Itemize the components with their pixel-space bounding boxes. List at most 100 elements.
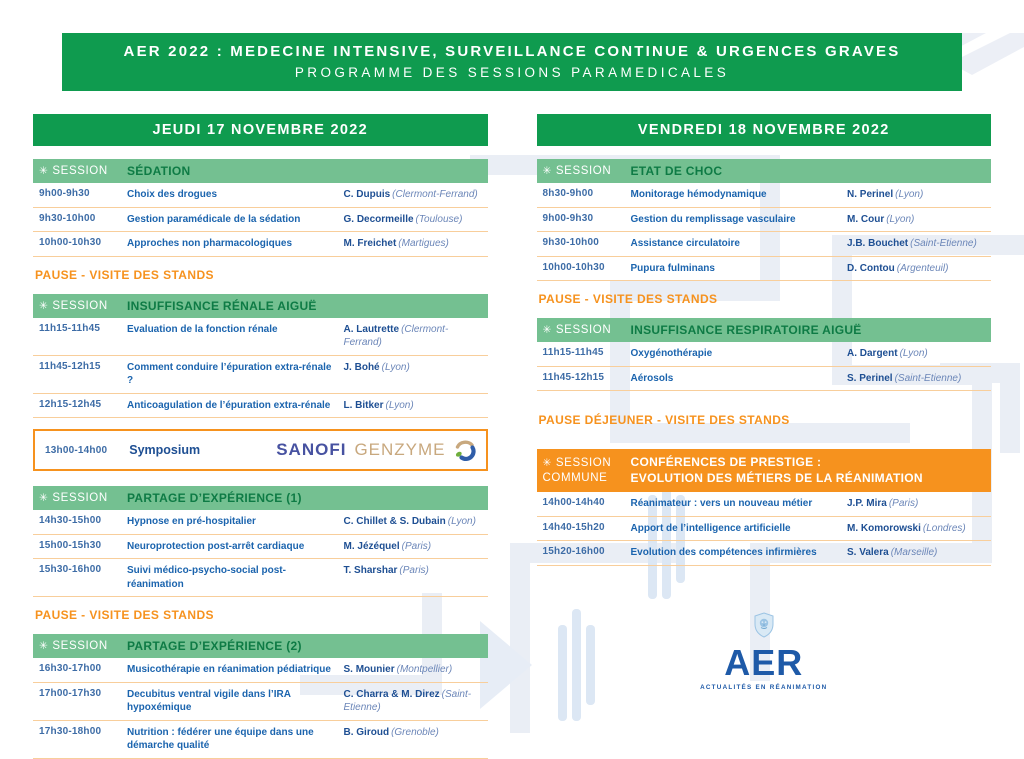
speaker-location: (Paris) [401,540,432,552]
aer-lion-emblem-icon [754,612,774,638]
speaker-name: M. Cour [847,213,885,225]
speaker-location: (Londres) [922,522,966,534]
session-header-bar: ✳ SESSION INSUFFISANCE RÉNALE AIGUË [33,293,488,318]
speaker-name: N. Perinel [847,189,894,200]
time-slot: 17h00-17h30 [39,687,102,699]
talk-title: Réanimateur : vers un nouveau métier [630,498,813,510]
talk-title: Monitorage hémodynamique [630,189,767,200]
session-title: PARTAGE D’EXPÉRIENCE (1) [127,491,302,505]
program-row: 15h20-16h00 Evolution des compétences in… [536,541,991,566]
speaker-cell: J.B. Bouchet (Saint-Etienne) [847,237,985,251]
aer-tagline: ACTUALITÉS EN RÉANIMATION [700,683,828,691]
speaker-location: (Montpellier) [396,664,453,675]
asterisk-icon: ✳ [39,165,49,177]
talk-title: Gestion paramédicale de la sédation [127,213,301,225]
program-row: 9h30-10h00 Assistance circulatoire J.B. … [536,232,991,257]
speaker-name: C. Charra & M. Direz [343,688,440,700]
session-header-bar: ✳ SESSION ETAT DE CHOC [536,159,991,183]
speaker-location: (Saint-Etienne) [910,238,977,249]
session-title: ETAT DE CHOC [630,164,723,178]
speaker-cell: G. Decormeille (Toulouse) [344,213,482,227]
speaker-location: (Lyon) [447,516,476,527]
program-row: 10h00-10h30 Pupura fulminans D. Contou (A… [536,257,991,281]
session-header-bar: ✳ SESSION PARTAGE D’EXPÉRIENCE (2) [33,634,488,658]
asterisk-icon: ✳ [542,165,552,177]
program-row: 9h30-10h00 Gestion paramédicale de la sé… [33,208,488,232]
aer-wordmark: AER [724,641,804,683]
speaker-cell: T. Sharshar (Paris) [344,564,482,578]
speaker-location: (Paris) [399,565,429,576]
pause-note: PAUSE - VISITE DES STANDS [538,292,718,306]
time-slot: 16h30-17h00 [39,663,102,674]
genzyme-wordmark: GENZYME [354,440,446,459]
talk-title: Comment conduire l’épuration extra-rénal… [127,361,332,387]
time-slot: 14h30-15h00 [39,515,102,526]
talk-title: Decubitus ventral vigile dans l’IRA hypo… [127,688,291,714]
program-row: 14h40-15h20 Apport de l’intelligence art… [536,517,991,542]
speaker-name: T. Sharshar [343,565,398,576]
time-slot: 15h30-16h00 [39,564,102,575]
session-block-sedation: ✳ SESSION SÉDATION 9h00-9h30 Choix des dr… [33,159,488,257]
program-row: 9h00-9h30 Gestion du remplissage vascula… [536,208,991,232]
talk-title: Hypnose en pré-hospitalier [127,516,256,527]
page-subtitle: PROGRAMME DES SESSIONS PARAMEDICALES [294,65,730,80]
sanofi-swoosh-icon [455,440,476,462]
talk-title: Neuroprotection post-arrêt cardiaque [127,540,305,552]
speaker-cell: M. Cour (Lyon) [847,213,985,227]
time-slot: 17h30-18h00 [39,725,102,737]
speaker-cell: C. Charra & M. Direz (Saint-Etienne) [344,688,482,715]
talk-title: Pupura fulminans [630,262,715,274]
speaker-location: (Paris) [888,498,919,510]
aer-logo: AER ACTUALITÉS EN RÉANIMATION [537,612,992,691]
asterisk-icon: ✳ [542,324,552,336]
asterisk-icon: ✳ [39,492,49,504]
pause-note: PAUSE DÉJEUNER - VISITE DES STANDS [538,413,790,427]
speaker-location: (Argenteuil) [896,262,949,274]
session-title: CONFÉRENCES DE PRESTIGE : EVOLUTION DES … [630,455,923,485]
speaker-location: (Lyon) [385,399,414,411]
time-slot: 11h15-11h45 [542,347,604,358]
speaker-cell: S. Mounier (Montpellier) [344,663,482,677]
talk-title: Musicothérapie en réanimation pédiatriqu… [127,664,331,675]
program-row: 11h45-12h15 Aérosols S. Perinel (Saint-Et… [536,367,991,391]
session-block-conferences-prestige: ✳ SESSION COMMUNE CONFÉRENCES DE PRESTIGE… [536,449,991,566]
program-row: 14h30-15h00 Hypnose en pré-hospitalier C… [33,510,488,535]
header-banner: AER 2022 : MEDECINE INTENSIVE, SURVEILLA… [62,33,962,91]
talk-title: Suivi médico-psycho-social post-réanimat… [127,565,286,590]
speaker-cell: J. Bohé (Lyon) [344,361,482,375]
speaker-cell: J.P. Mira (Paris) [847,497,985,511]
talk-title: Gestion du remplissage vasculaire [630,213,796,225]
sanofi-genzyme-logo: SANOFI GENZYME [276,438,476,462]
day-band-jeudi: JEUDI 17 NOVEMBRE 2022 [33,114,488,146]
speaker-cell: D. Contou (Argenteuil) [847,262,985,276]
talk-title: Approches non pharmacologiques [127,238,293,249]
session-label: ✳ SESSION [542,324,612,336]
time-slot: 15h00-15h30 [39,539,102,551]
time-slot: 9h00-9h30 [39,188,90,199]
symposium-box: 13h00-14h00 Symposium SANOFI GENZYME [33,429,488,471]
speaker-cell: M. Jézéquel (Paris) [344,540,482,554]
speaker-name: M. Freichet [343,238,397,249]
pause-note: PAUSE - VISITE DES STANDS [35,608,214,622]
time-slot: 15h20-16h00 [542,546,605,558]
speaker-cell: M. Komorowski (Londres) [847,522,985,536]
speaker-name: J.B. Bouchet [847,238,909,249]
program-row: 14h00-14h40 Réanimateur : vers un nouvea… [536,492,991,517]
speaker-name: S. Mounier [343,664,395,675]
symposium-label: Symposium [129,443,201,457]
speaker-cell: A. Lautrette (Clermont-Ferrand) [344,323,482,350]
speaker-name: J. Bohé [343,361,380,373]
speaker-name: M. Komorowski [847,522,921,534]
asterisk-icon: ✳ [39,299,49,312]
speaker-cell: B. Giroud (Grenoble) [344,726,482,740]
speaker-name: C. Chillet & S. Dubain [343,516,446,527]
talk-title: Assistance circulatoire [630,238,741,249]
speaker-name: D. Contou [847,262,895,274]
speaker-location: (Lyon) [886,213,915,225]
speaker-name: S. Valera [847,547,889,559]
session-label: ✳ SESSION [542,165,612,177]
time-slot: 12h15-12h45 [39,398,102,410]
speaker-location: (Clermont-Ferrand) [343,323,449,349]
asterisk-icon: ✳ [39,640,49,652]
speaker-name: G. Decormeille [343,213,414,225]
